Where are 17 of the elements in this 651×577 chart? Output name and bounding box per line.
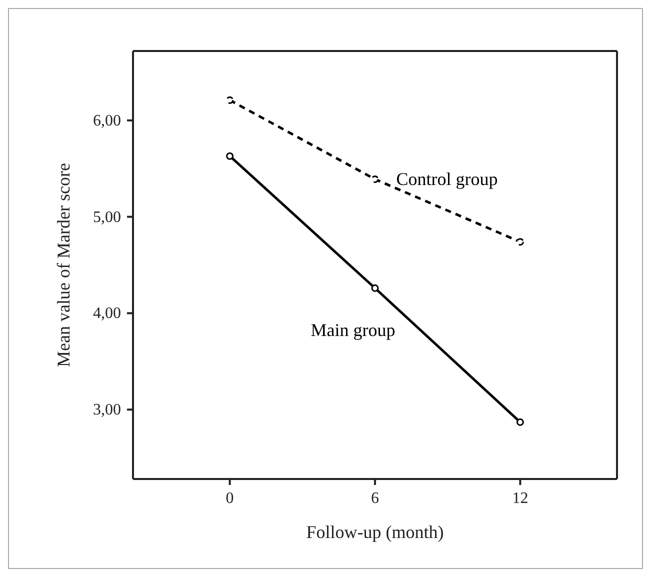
point	[516, 418, 524, 426]
point	[226, 152, 234, 160]
point	[371, 175, 379, 183]
x-axis-title: Follow-up (month)	[306, 522, 444, 542]
y-axis-title: Mean value of Marder score	[53, 163, 74, 367]
x-tick-label: 6	[371, 490, 379, 507]
point	[516, 238, 524, 246]
point	[226, 96, 234, 104]
point	[371, 284, 379, 292]
y-tick-label: 4,00	[93, 305, 121, 322]
y-tick-label: 6,00	[93, 112, 121, 130]
x-tick-label: 12	[512, 490, 528, 507]
series-label: Control group	[396, 169, 498, 190]
y-tick-label: 5,00	[93, 208, 121, 226]
x-tick-label: 0	[226, 490, 234, 507]
series-label: Main group	[310, 320, 396, 340]
y-tick-label: 3,00	[93, 402, 121, 419]
